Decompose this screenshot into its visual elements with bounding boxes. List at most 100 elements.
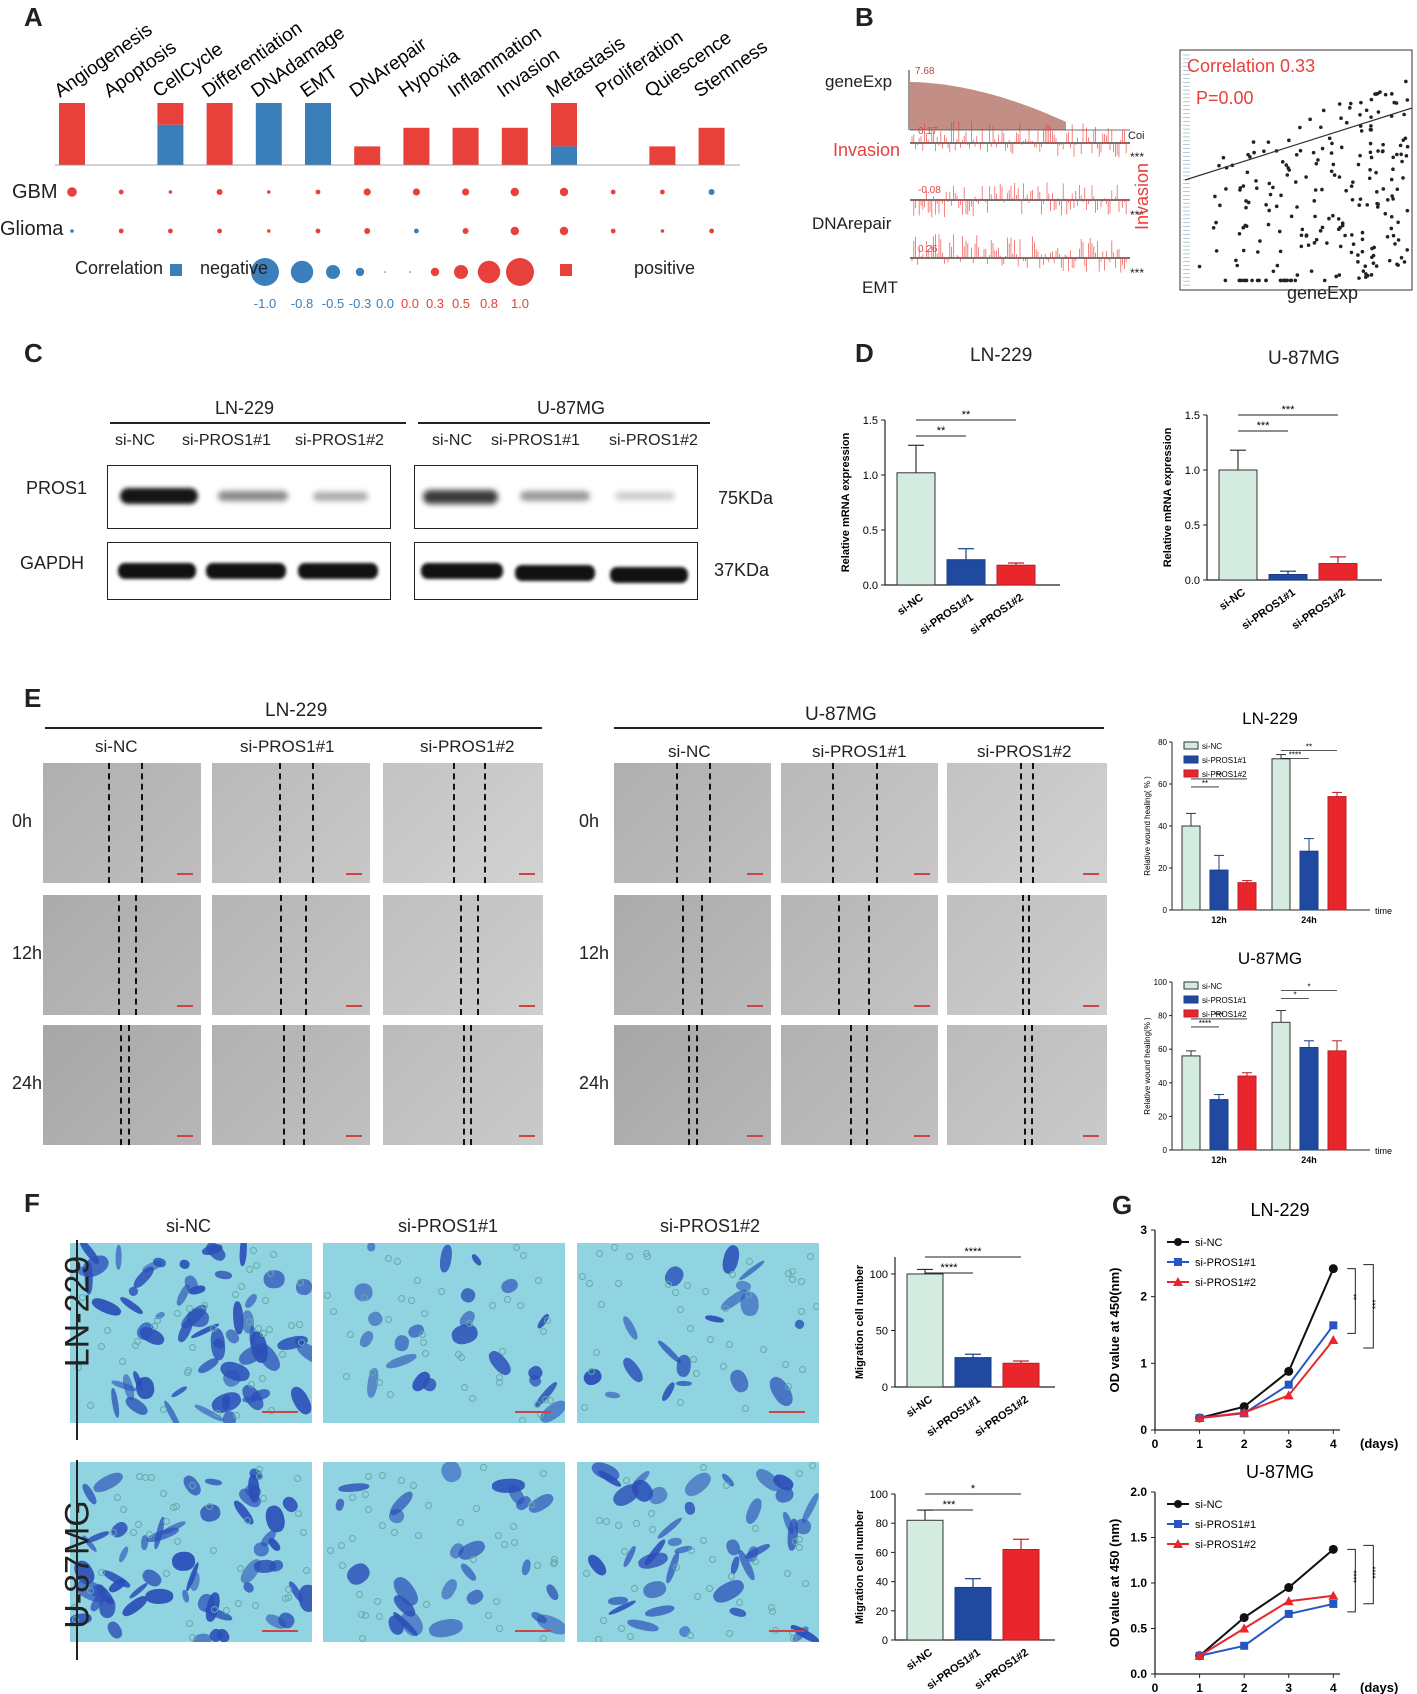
e0-group-0: 12h [1211, 915, 1227, 925]
f0-ytick-2: 100 [870, 1269, 888, 1281]
scatter-point [1319, 125, 1323, 130]
e1-sig-0-1: *** [1214, 1011, 1223, 1020]
scatter-point [1258, 239, 1262, 243]
scatter-point [1289, 214, 1294, 219]
b-scatter-xlabel: geneExp [1287, 283, 1359, 303]
e0-bar-1-1 [1299, 850, 1319, 911]
g1-ytick-4: 2.0 [1130, 1485, 1147, 1499]
scatter-point [1351, 242, 1356, 247]
scatter-point [1360, 230, 1365, 235]
scatter-point [1271, 185, 1275, 190]
e-col-header-1-1: si-PROS1#1 [812, 742, 907, 761]
g0-point-2-2 [1283, 1390, 1294, 1400]
e1-ytick-4: 80 [1158, 1012, 1167, 1021]
g0-legend-1: si-PROS1#1 [1195, 1257, 1256, 1269]
scatter-point [1339, 145, 1344, 150]
e-col-header-1-2: si-PROS1#2 [977, 742, 1072, 761]
scatter-point [1404, 154, 1409, 158]
scatter-point [1304, 234, 1309, 238]
b-val-geneexp: 7.68 [915, 66, 935, 77]
e-micrograph-0-1-2 [212, 1025, 370, 1145]
g1-ytick-1: 0.5 [1130, 1622, 1147, 1636]
scatter-point [1370, 255, 1374, 260]
scatter-point [1385, 198, 1390, 202]
scatter-point [1405, 98, 1410, 102]
e1-legend-swatch-2 [1183, 1009, 1199, 1018]
f-col-header-0: si-NC [166, 1216, 211, 1236]
panel-b-figure [908, 49, 1413, 291]
scatter-point [1338, 244, 1343, 249]
scatter-point [1299, 233, 1304, 238]
e1-legend-swatch-0 [1183, 981, 1199, 990]
g0-point-1-3 [1329, 1321, 1338, 1330]
panel-letter-b: B [855, 2, 874, 32]
gbm-dot-10 [559, 187, 569, 197]
e-micrograph-1-1-2 [781, 1025, 938, 1145]
e1-ytick-2: 40 [1158, 1079, 1167, 1088]
scatter-point [1256, 250, 1260, 254]
g0-point-0-1 [1239, 1402, 1249, 1412]
bar-negative-emt [305, 103, 331, 165]
f-col-header-2: si-PROS1#2 [660, 1216, 761, 1236]
d0-ytick-2: 1.0 [863, 470, 878, 482]
f0-sig-1: **** [964, 1246, 982, 1258]
bar-positive-metastasis [551, 103, 577, 147]
scatter-point [1337, 227, 1341, 232]
e1-ytick-5: 100 [1154, 978, 1168, 987]
scatter-point [1295, 273, 1300, 277]
scatter-point [1218, 203, 1222, 208]
g0-ytick-3: 3 [1140, 1223, 1147, 1237]
legend-size-dot-5 [409, 271, 411, 273]
legend-size-dot-4 [384, 271, 386, 273]
scatter-point [1314, 237, 1319, 242]
c-line-ln229: LN-229 [215, 398, 275, 418]
scatter-point [1350, 197, 1355, 202]
e1-bar-0-1 [1209, 1099, 1229, 1151]
scatter-point [1370, 246, 1374, 251]
g0-series-2 [1199, 1339, 1335, 1419]
scatter-point [1404, 79, 1408, 84]
e1-legend-0: si-NC [1202, 982, 1222, 991]
glioma-dot-1 [118, 228, 124, 234]
g1-point-2-1 [1239, 1623, 1250, 1633]
b-side-label: Invasion [1132, 162, 1152, 230]
e1-sig-0-0: **** [1199, 1019, 1211, 1028]
f-micrograph-0-2 [577, 1243, 819, 1423]
d1-ytick-2: 1.0 [1185, 465, 1200, 477]
d0-bar-0 [896, 472, 936, 586]
d0-bar-2 [996, 564, 1036, 586]
panel-letter-g: G [1112, 1190, 1133, 1220]
scatter-point [1237, 231, 1242, 236]
scatter-point [1374, 170, 1378, 175]
e1-sig-1-0: * [1293, 990, 1296, 999]
f1-sig-0: *** [943, 1499, 957, 1511]
scatter-point [1389, 215, 1394, 219]
c-blot-pros1-u87 [414, 465, 698, 529]
g1-xtick-4: 4 [1330, 1681, 1337, 1694]
b-val-invasion: 0.17 [918, 126, 938, 137]
e1-bar-1-1 [1299, 1047, 1319, 1151]
bar-positive-invasion [501, 127, 528, 165]
scatter-point [1214, 249, 1219, 253]
scatter-point [1311, 150, 1316, 155]
g1-legend-0: si-NC [1195, 1499, 1223, 1511]
g1-series-0 [1198, 1548, 1334, 1657]
gbm-dot-4 [267, 190, 271, 194]
bar-positive-hypoxia [403, 127, 430, 165]
scatter-point [1289, 278, 1294, 283]
scatter-point [1356, 260, 1360, 264]
scatter-point [1337, 273, 1342, 277]
scatter-point [1217, 163, 1221, 168]
bar-positive-angiogenesis [59, 103, 85, 165]
scatter-point [1266, 222, 1271, 227]
c-lane-6: si-PROS1#2 [609, 432, 698, 449]
bar-positive-inflammation [452, 127, 479, 165]
scatter-point [1403, 136, 1408, 141]
bar-positive-differentiation [206, 103, 233, 165]
scatter-point [1331, 213, 1335, 218]
e1-bar-1-2 [1327, 1050, 1347, 1151]
scatter-point [1320, 225, 1325, 230]
scatter-point [1281, 278, 1286, 283]
c-size-75: 75KDa [718, 488, 774, 508]
scatter-point [1376, 149, 1380, 153]
